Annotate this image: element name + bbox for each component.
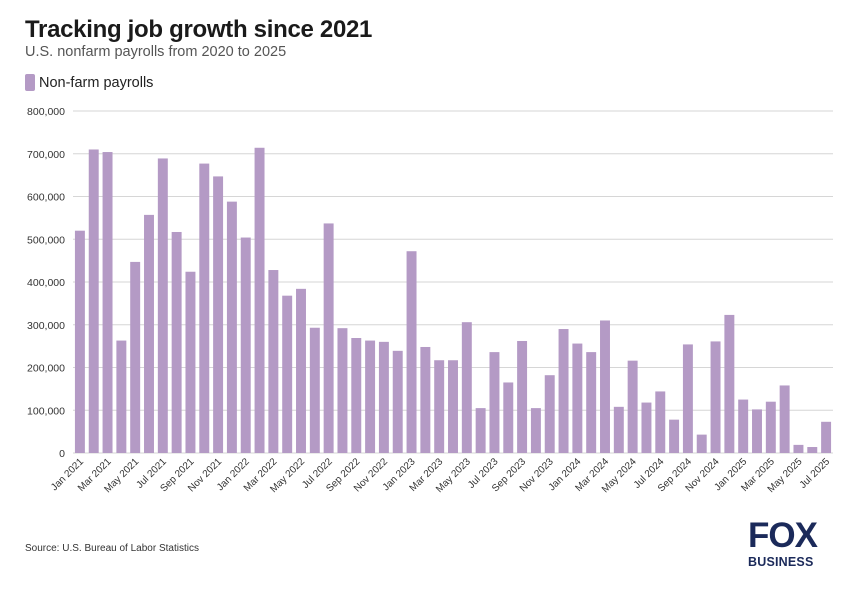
chart-subtitle: U.S. nonfarm payrolls from 2020 to 2025 <box>25 44 287 60</box>
bar-feb-2022 <box>254 147 265 453</box>
bar-jul-2023 <box>489 352 500 453</box>
x-tick-label: Jul 2025 <box>798 456 833 491</box>
bar-sep-2022 <box>351 338 362 453</box>
bar-apr-2025 <box>779 385 790 453</box>
bar-jul-2021 <box>157 158 168 453</box>
y-tick-label: 600,000 <box>27 192 65 204</box>
bar-may-2025 <box>793 444 804 453</box>
legend: Non-farm payrolls <box>25 74 153 91</box>
bar-dec-2021 <box>226 201 237 453</box>
bar-apr-2022 <box>282 295 293 453</box>
bar-aug-2022 <box>337 328 348 453</box>
bar-aug-2021 <box>171 231 182 453</box>
bar-jul-2025 <box>821 421 832 453</box>
bar-feb-2024 <box>586 352 597 453</box>
bar-jul-2024 <box>655 391 666 453</box>
bar-mar-2021 <box>102 152 113 454</box>
bar-jan-2024 <box>572 343 583 453</box>
bar-nov-2024 <box>710 341 721 453</box>
bar-oct-2022 <box>365 340 376 453</box>
bar-jun-2024 <box>641 402 652 453</box>
y-tick-label: 400,000 <box>27 277 65 289</box>
bar-dec-2024 <box>724 314 735 453</box>
bar-jan-2023 <box>406 251 417 453</box>
bar-dec-2023 <box>558 329 569 453</box>
bar-oct-2024 <box>696 434 707 453</box>
bar-apr-2023 <box>448 360 458 453</box>
bar-chart: 0 100,000 200,000 300,000 400,000 500,000 600,… <box>27 106 833 495</box>
bar-jan-2025 <box>738 399 749 453</box>
bar-apr-2024 <box>613 406 624 453</box>
chart-title: Tracking job growth since 2021 <box>25 16 373 43</box>
bars <box>74 147 832 454</box>
y-axis-ticks: 0 100,000 200,000 300,000 400,000 500,000 600,… <box>27 106 65 460</box>
bar-mar-2025 <box>765 401 776 453</box>
y-tick-label: 800,000 <box>27 106 65 118</box>
legend-label: Non-farm payrolls <box>39 74 154 91</box>
bar-feb-2023 <box>420 346 431 453</box>
bar-mar-2024 <box>600 320 610 453</box>
legend-swatch <box>25 74 35 91</box>
bar-sep-2023 <box>517 340 528 453</box>
bar-feb-2021 <box>88 149 99 453</box>
bar-may-2022 <box>296 288 306 453</box>
bar-nov-2021 <box>213 176 224 453</box>
y-tick-label: 300,000 <box>27 320 65 332</box>
y-tick-label: 700,000 <box>27 149 65 161</box>
y-tick-label: 200,000 <box>27 363 65 375</box>
bar-nov-2022 <box>378 341 389 453</box>
y-tick-label: 100,000 <box>27 405 65 417</box>
bar-aug-2024 <box>669 419 680 453</box>
fox-business-logo: FOX BUSINESS <box>748 518 834 570</box>
logo-fox-text: FOX <box>748 516 818 555</box>
bar-may-2023 <box>461 322 472 453</box>
y-tick-label: 0 <box>59 448 65 460</box>
bar-sep-2024 <box>682 344 693 453</box>
bar-dec-2022 <box>392 350 403 453</box>
bar-jun-2023 <box>475 408 486 453</box>
bar-oct-2023 <box>530 408 541 453</box>
y-tick-label: 500,000 <box>27 234 65 246</box>
bar-aug-2023 <box>503 382 514 453</box>
bar-jul-2022 <box>323 223 334 453</box>
bar-may-2024 <box>627 360 638 453</box>
logo-business-text: BUSINESS <box>748 555 814 569</box>
bar-may-2021 <box>130 261 141 453</box>
bar-mar-2023 <box>434 360 445 453</box>
bar-jan-2021 <box>74 230 85 453</box>
bar-jun-2025 <box>807 447 818 453</box>
bar-feb-2025 <box>752 409 762 453</box>
bar-mar-2022 <box>268 270 279 453</box>
source-note: Source: U.S. Bureau of Labor Statistics <box>25 543 199 554</box>
bar-jan-2022 <box>240 237 251 453</box>
bar-nov-2023 <box>544 375 555 453</box>
bar-jun-2022 <box>309 327 320 453</box>
bar-jun-2021 <box>144 214 154 453</box>
bar-oct-2021 <box>199 163 210 453</box>
bar-sep-2021 <box>185 271 196 453</box>
bar-apr-2021 <box>116 340 127 453</box>
